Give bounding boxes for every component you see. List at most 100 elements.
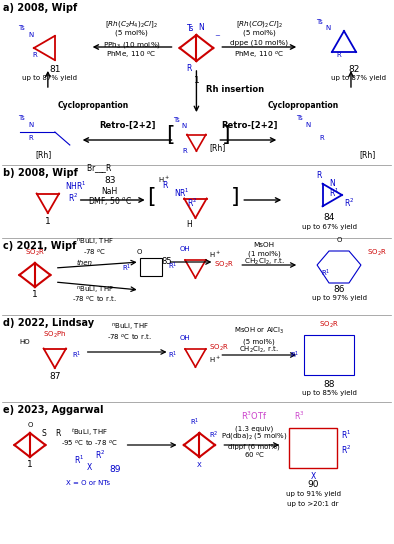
Text: 85: 85 bbox=[162, 257, 172, 267]
Text: R: R bbox=[182, 148, 187, 154]
Text: PhMe, 110 $^o$C: PhMe, 110 $^o$C bbox=[106, 50, 157, 61]
Text: R: R bbox=[336, 52, 341, 58]
Text: 82: 82 bbox=[348, 65, 360, 74]
Text: N: N bbox=[182, 123, 187, 129]
Text: H$^+$: H$^+$ bbox=[158, 175, 169, 185]
Text: -95 $^o$C to -78 $^o$C: -95 $^o$C to -78 $^o$C bbox=[61, 438, 118, 448]
Text: 60 $^o$C: 60 $^o$C bbox=[244, 450, 265, 460]
Text: [: [ bbox=[148, 187, 156, 207]
Text: Cyclopropantion: Cyclopropantion bbox=[268, 101, 339, 109]
Text: R$^1$: R$^1$ bbox=[290, 349, 299, 361]
Text: R$^3$OTf: R$^3$OTf bbox=[241, 410, 268, 422]
Text: N: N bbox=[305, 122, 310, 128]
Text: DMF, 50 $^o$C: DMF, 50 $^o$C bbox=[87, 195, 132, 207]
Text: Rh insertion: Rh insertion bbox=[206, 85, 264, 95]
Text: R$^2$: R$^2$ bbox=[68, 192, 78, 204]
Text: R$^1$: R$^1$ bbox=[72, 349, 81, 361]
Text: 83: 83 bbox=[104, 176, 115, 185]
Text: R$^1$: R$^1$ bbox=[168, 349, 177, 361]
Text: $[Rh(CO)_2Cl]_2$: $[Rh(CO)_2Cl]_2$ bbox=[236, 20, 282, 30]
Text: SO$_2$R: SO$_2$R bbox=[25, 248, 45, 258]
Text: up to 91% yield: up to 91% yield bbox=[286, 491, 340, 497]
Text: R$^2$: R$^2$ bbox=[341, 444, 351, 456]
Text: [Rh]: [Rh] bbox=[209, 144, 226, 152]
Text: Ts: Ts bbox=[296, 115, 303, 121]
Text: (1 mol%): (1 mol%) bbox=[248, 250, 281, 257]
Text: NHR$^1$: NHR$^1$ bbox=[65, 180, 86, 192]
Text: a) 2008, Wipf: a) 2008, Wipf bbox=[3, 3, 77, 13]
Text: ~: ~ bbox=[214, 33, 220, 39]
Text: O: O bbox=[336, 237, 342, 243]
Text: (1.3 equiv): (1.3 equiv) bbox=[235, 425, 273, 432]
Text: N: N bbox=[329, 178, 335, 188]
Text: R: R bbox=[28, 135, 33, 141]
Text: $^n$BuLi, THF: $^n$BuLi, THF bbox=[76, 285, 114, 296]
Text: X: X bbox=[197, 462, 202, 468]
Text: R: R bbox=[319, 135, 324, 141]
Text: $^n$BuLi, THF: $^n$BuLi, THF bbox=[111, 322, 149, 333]
Text: up to 67% yield: up to 67% yield bbox=[301, 224, 357, 230]
Text: PPh$_3$ (10 mol%): PPh$_3$ (10 mol%) bbox=[102, 40, 161, 50]
Text: Ts: Ts bbox=[19, 25, 25, 31]
Text: N: N bbox=[199, 23, 204, 32]
Text: MsOH: MsOH bbox=[254, 242, 275, 248]
Text: Pd(dba)$_2$ (5 mol%): Pd(dba)$_2$ (5 mol%) bbox=[221, 431, 287, 441]
Text: R$^1$: R$^1$ bbox=[322, 267, 331, 279]
Text: R$^2$: R$^2$ bbox=[344, 197, 354, 209]
Text: up to 97% yield: up to 97% yield bbox=[312, 295, 366, 301]
Text: N: N bbox=[28, 32, 33, 38]
Text: ]: ] bbox=[230, 187, 239, 207]
Text: R: R bbox=[33, 52, 37, 58]
Text: R$^1$: R$^1$ bbox=[122, 262, 132, 274]
Text: [Rh]: [Rh] bbox=[35, 150, 51, 159]
Text: dippf (6 mol%): dippf (6 mol%) bbox=[229, 443, 280, 450]
Text: up to 87% yield: up to 87% yield bbox=[22, 75, 77, 81]
Text: 81: 81 bbox=[49, 65, 61, 74]
Text: R: R bbox=[55, 429, 60, 437]
Text: R$^1$: R$^1$ bbox=[190, 417, 199, 428]
Text: OH: OH bbox=[179, 335, 190, 341]
Text: (5 mol%): (5 mol%) bbox=[243, 30, 276, 36]
Text: HO: HO bbox=[19, 339, 30, 345]
Text: c) 2021, Wipf: c) 2021, Wipf bbox=[3, 241, 76, 251]
Text: 89: 89 bbox=[110, 466, 121, 474]
Text: R$^1$: R$^1$ bbox=[329, 187, 339, 199]
Text: PhMe, 110 $^o$C: PhMe, 110 $^o$C bbox=[234, 50, 284, 61]
Text: H$^+$: H$^+$ bbox=[209, 250, 221, 260]
Text: Cyclopropantion: Cyclopropantion bbox=[58, 101, 129, 109]
Text: [Rh]: [Rh] bbox=[359, 150, 375, 159]
Text: -78 $^o$C to r.t.: -78 $^o$C to r.t. bbox=[107, 332, 152, 342]
Text: up to 87% yield: up to 87% yield bbox=[331, 75, 387, 81]
Text: up to >20:1 dr: up to >20:1 dr bbox=[287, 501, 339, 507]
Text: R$^3$: R$^3$ bbox=[294, 410, 304, 422]
Text: X = O or NTs: X = O or NTs bbox=[66, 480, 110, 486]
Text: d) 2022, Lindsay: d) 2022, Lindsay bbox=[3, 318, 94, 328]
Text: 88: 88 bbox=[323, 380, 335, 389]
Text: 1: 1 bbox=[193, 76, 199, 85]
Text: 1: 1 bbox=[45, 217, 51, 226]
Text: b) 2008, Wipf: b) 2008, Wipf bbox=[3, 168, 78, 178]
Text: SO$_2$Ph: SO$_2$Ph bbox=[43, 330, 67, 340]
Text: Retro-[2+2]: Retro-[2+2] bbox=[221, 121, 277, 130]
Text: then: then bbox=[77, 260, 93, 266]
Text: $^t$BuLi, THF: $^t$BuLi, THF bbox=[71, 426, 108, 438]
Text: R$^2$: R$^2$ bbox=[209, 429, 219, 441]
Text: NaH: NaH bbox=[102, 187, 118, 196]
Text: MsOH or AlCl$_3$: MsOH or AlCl$_3$ bbox=[234, 326, 284, 336]
Text: [: [ bbox=[166, 125, 175, 145]
Text: 87: 87 bbox=[49, 372, 61, 381]
Text: Ts: Ts bbox=[187, 24, 194, 33]
Text: 84: 84 bbox=[323, 213, 335, 222]
Text: Ts: Ts bbox=[173, 117, 180, 123]
Text: 1: 1 bbox=[32, 290, 38, 299]
Text: Br$\_\_\_$R: Br$\_\_\_$R bbox=[86, 162, 113, 175]
Text: SO$_2$R: SO$_2$R bbox=[319, 320, 339, 330]
Text: R: R bbox=[162, 181, 167, 189]
Text: X: X bbox=[310, 472, 316, 481]
Text: SO$_2$R: SO$_2$R bbox=[209, 343, 229, 353]
Text: e) 2023, Aggarwal: e) 2023, Aggarwal bbox=[3, 405, 104, 415]
Text: R$^1$: R$^1$ bbox=[74, 454, 85, 466]
Text: ]: ] bbox=[221, 125, 230, 145]
Text: 1: 1 bbox=[27, 460, 33, 469]
Text: Ts: Ts bbox=[19, 115, 25, 121]
